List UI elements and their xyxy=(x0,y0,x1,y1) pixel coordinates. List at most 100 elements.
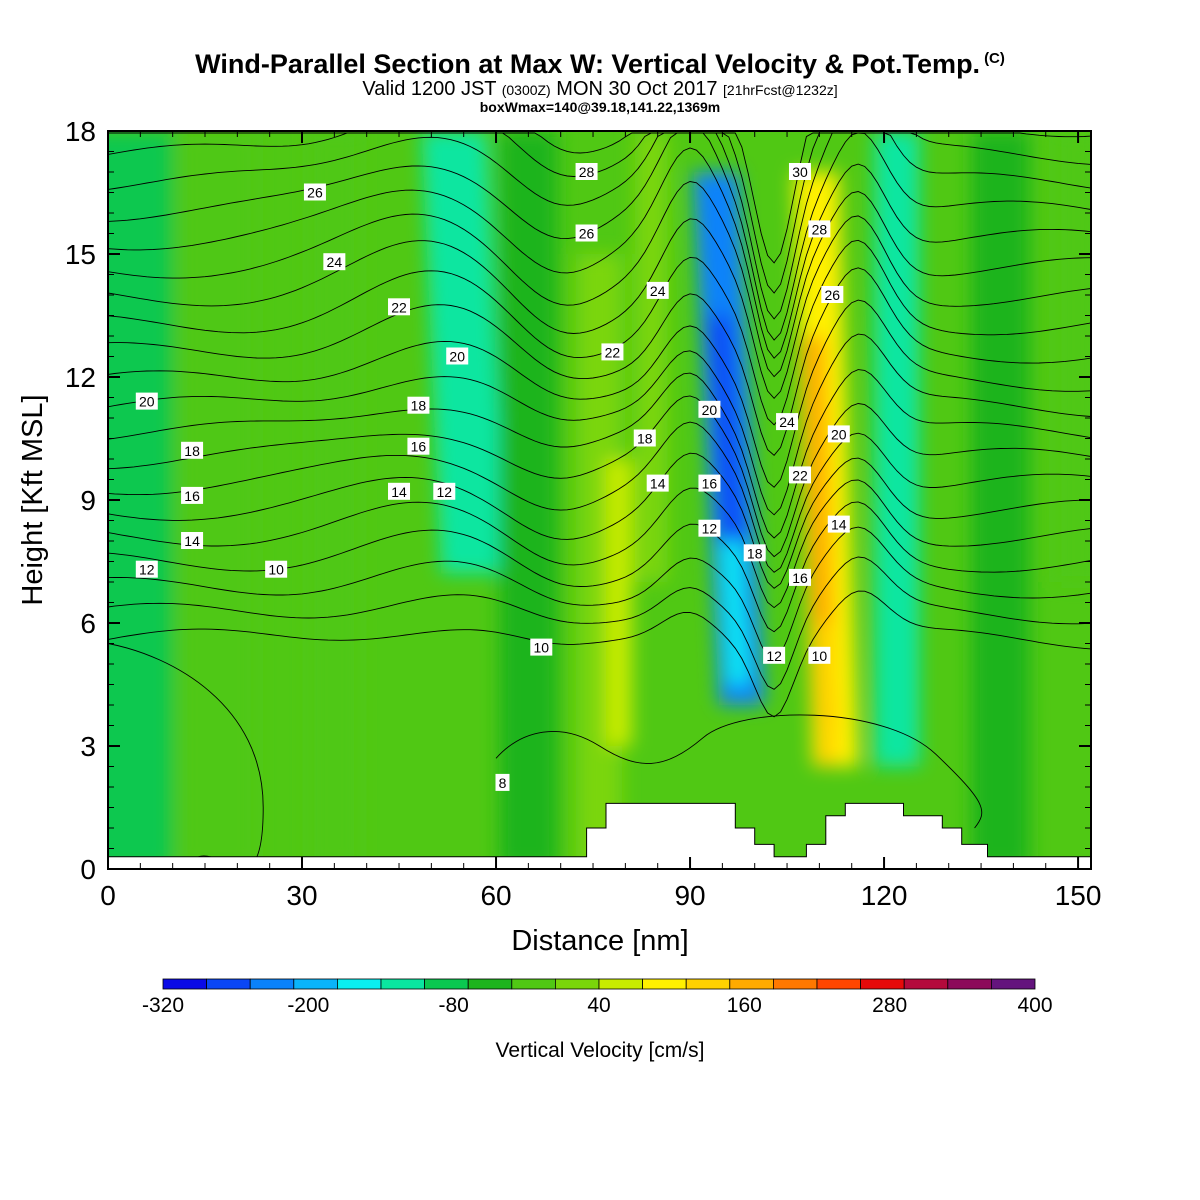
contour-label-18: 18 xyxy=(633,429,656,447)
colorbar-tick-label: 280 xyxy=(872,994,907,1017)
contour-label-22: 22 xyxy=(601,343,624,361)
contour-label-bg xyxy=(633,429,656,447)
contour-label-bg xyxy=(495,773,510,791)
contour-label-text: 20 xyxy=(702,402,718,418)
contour-label-bg xyxy=(388,482,411,500)
contour-label-text: 24 xyxy=(327,254,343,270)
contour-label-text: 12 xyxy=(139,562,155,578)
contour-label-text: 26 xyxy=(579,226,595,242)
contour-label-text: 16 xyxy=(702,476,718,492)
colorbar-swatch xyxy=(860,978,905,990)
theta-contour xyxy=(108,267,1091,456)
theta-contour xyxy=(108,132,1091,294)
contour-label-bg xyxy=(135,392,158,410)
contour-label-text: 12 xyxy=(702,521,718,537)
contour-label-text: 10 xyxy=(268,562,284,578)
contour-label-20: 20 xyxy=(827,425,850,443)
contour-label-bg xyxy=(788,568,811,586)
theta-contour xyxy=(108,181,1091,378)
colorbar-tick-label: 160 xyxy=(727,994,762,1017)
velocity-field xyxy=(108,131,1091,869)
theta-contour xyxy=(108,369,1091,539)
valid-date: MON 30 Oct 2017 xyxy=(556,78,718,100)
contour-label-text: 26 xyxy=(307,185,323,201)
contour-label-8: 8 xyxy=(495,773,510,791)
colorbar-swatch xyxy=(424,978,469,990)
contour-label-text: 24 xyxy=(650,283,666,299)
contour-label-text: 28 xyxy=(812,221,828,237)
valid-prefix: Valid 1200 JST xyxy=(362,78,497,100)
contour-label-bg xyxy=(808,220,831,238)
theta-contour xyxy=(108,333,1091,516)
theta-contours xyxy=(108,132,1091,869)
contour-label-bg xyxy=(407,437,430,455)
contour-label-bg xyxy=(646,474,669,492)
contour-labels: 8 10 10 10 12 12 12 12 14 14 14 14 16 16 16 16 18 18 18 18 2… xyxy=(135,163,850,791)
valid-time-line: Valid 1200 JST (0300Z) MON 30 Oct 2017 [… xyxy=(0,79,1200,100)
y-tick-label: 18 xyxy=(65,116,96,147)
contour-label-text: 14 xyxy=(650,476,666,492)
velocity-band xyxy=(308,131,361,869)
colorbar-swatch xyxy=(555,978,600,990)
contour-label-10: 10 xyxy=(530,638,553,656)
contour-label-text: 20 xyxy=(831,426,847,442)
chart-title-text: Wind-Parallel Section at Max W: Vertical… xyxy=(195,49,981,79)
contour-label-bg xyxy=(646,281,669,299)
contour-label-text: 26 xyxy=(825,287,841,303)
x-tick-label: 60 xyxy=(480,880,511,911)
contour-label-18: 18 xyxy=(743,544,766,562)
y-tick-label: 15 xyxy=(65,239,96,270)
theta-contour xyxy=(108,479,1091,609)
contour-label-text: 18 xyxy=(637,431,653,447)
contour-label-20: 20 xyxy=(698,400,721,418)
box-max-info: boxWmax=140@39.18,141.22,1369m xyxy=(479,99,721,115)
velocity-core xyxy=(722,541,749,685)
terrain xyxy=(108,802,1091,869)
contour-label-bg xyxy=(827,515,850,533)
contour-label-text: 22 xyxy=(792,467,808,483)
contour-label-bg xyxy=(530,638,553,656)
velocity-band xyxy=(874,131,920,767)
contour-label-bg xyxy=(303,183,326,201)
colorbar-label: Vertical Velocity [cm/s] xyxy=(496,1039,705,1062)
axes: 0 30 60 90 120 150 0 3 6 9 12 15 18 xyxy=(65,116,1102,911)
y-tick-label: 3 xyxy=(80,731,96,762)
contour-label-22: 22 xyxy=(788,466,811,484)
contour-label-12: 12 xyxy=(433,482,456,500)
y-tick-label: 0 xyxy=(80,854,96,885)
contour-label-16: 16 xyxy=(181,486,204,504)
theta-contour xyxy=(108,590,1091,718)
colorbar-swatch xyxy=(903,978,949,990)
x-tick-label: 120 xyxy=(861,880,908,911)
theta-contour xyxy=(108,132,1091,264)
contour-label-text: 18 xyxy=(747,545,763,561)
contour-label-bg xyxy=(821,286,844,303)
contour-label-26: 26 xyxy=(821,286,844,303)
colorbar-tick-label: 40 xyxy=(587,994,610,1017)
velocity-band xyxy=(499,131,558,869)
theta-contour xyxy=(108,215,1091,399)
theta-contour xyxy=(495,714,983,829)
contour-label-bg xyxy=(788,466,811,484)
contour-label-28: 28 xyxy=(808,220,831,238)
contour-label-text: 20 xyxy=(449,349,465,365)
colorbar: -320 -200 -80 40 160 280 400 xyxy=(142,978,1053,1017)
colorbar-swatch xyxy=(598,978,643,990)
contour-label-text: 28 xyxy=(579,164,595,180)
colorbar-swatch xyxy=(162,978,207,990)
contour-label-bg xyxy=(776,413,799,431)
contour-label-12: 12 xyxy=(698,519,721,537)
theta-contour xyxy=(108,395,1091,558)
velocity-band xyxy=(635,131,668,582)
contour-label-bg xyxy=(698,474,721,492)
contour-label-14: 14 xyxy=(388,482,411,500)
y-tick-label: 6 xyxy=(80,608,96,639)
contour-label-text: 22 xyxy=(605,344,621,360)
contour-label-16: 16 xyxy=(407,437,430,455)
contour-label-12: 12 xyxy=(763,646,786,664)
y-tick-label: 9 xyxy=(80,485,96,516)
y-tick-label: 12 xyxy=(65,362,96,393)
colorbar-swatch xyxy=(511,978,556,990)
contour-label-text: 10 xyxy=(812,648,828,664)
